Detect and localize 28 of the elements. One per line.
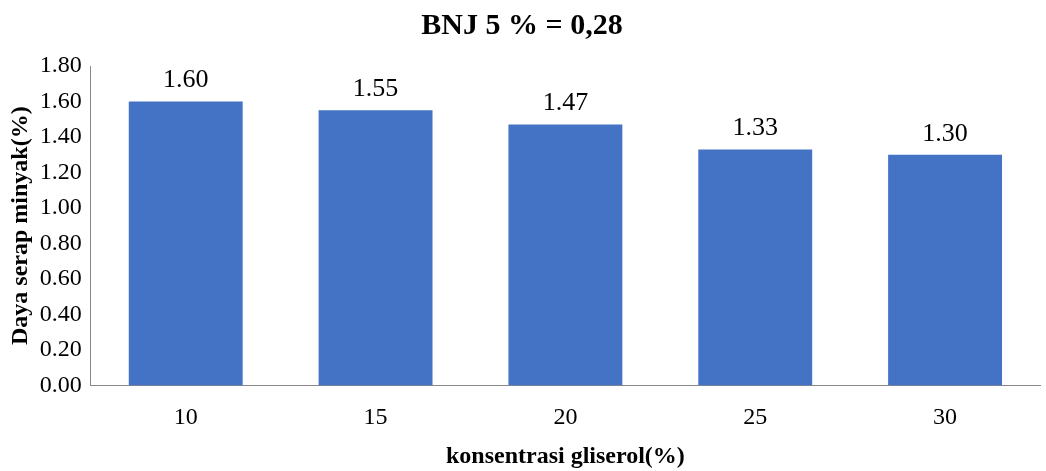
data-label: 1.33	[732, 112, 778, 142]
x-axis-title: konsentrasi gliserol(%)	[445, 441, 685, 468]
y-tick-label: 0.60	[39, 264, 82, 291]
data-label: 1.47	[542, 87, 589, 117]
y-tick-label: 1.20	[39, 157, 82, 184]
bar	[318, 110, 433, 386]
y-tick-label: 0.40	[39, 299, 82, 326]
y-tick-label: 0.00	[39, 370, 82, 397]
data-label: 1.30	[922, 117, 968, 147]
chart-title: BNJ 5 % = 0,28	[421, 6, 623, 40]
data-label: 1.55	[352, 73, 399, 103]
bar	[698, 149, 813, 386]
x-tick-label: 30	[933, 403, 958, 430]
y-tick-label: 0.80	[39, 228, 82, 255]
x-tick-label: 20	[553, 403, 578, 430]
x-tick-label: 25	[743, 403, 768, 430]
y-tick-label: 0.20	[39, 335, 82, 362]
y-axis-title: Daya serap minyak(%)	[5, 106, 32, 346]
data-label: 1.60	[162, 64, 209, 94]
y-tick-label: 1.80	[39, 51, 82, 78]
y-tick-label: 1.60	[39, 86, 82, 113]
bar	[888, 154, 1003, 386]
x-tick-label: 15	[363, 403, 388, 430]
y-tick-label: 1.40	[39, 122, 82, 149]
y-tick-label: 1.00	[39, 193, 82, 220]
bar	[128, 101, 243, 386]
bar	[508, 124, 623, 386]
x-tick-label: 10	[173, 403, 198, 430]
